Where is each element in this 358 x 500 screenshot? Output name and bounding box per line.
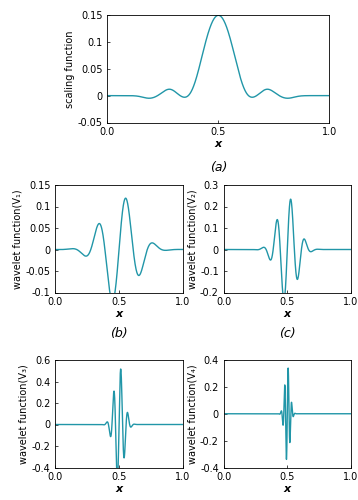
X-axis label: x: x [116,484,122,494]
X-axis label: x: x [215,138,222,149]
X-axis label: x: x [284,484,291,494]
Text: (b): (b) [110,327,128,340]
Y-axis label: scaling function: scaling function [65,30,75,108]
Y-axis label: wavelet function(V₁): wavelet function(V₁) [13,189,23,288]
X-axis label: x: x [116,308,122,319]
X-axis label: x: x [284,308,291,319]
Text: (c): (c) [279,327,296,340]
Y-axis label: wavelet function(V₃): wavelet function(V₃) [19,364,29,464]
Y-axis label: wavelet function(V₂): wavelet function(V₂) [187,189,197,288]
Text: (a): (a) [210,161,227,174]
Y-axis label: wavelet function(V₄): wavelet function(V₄) [187,364,197,464]
